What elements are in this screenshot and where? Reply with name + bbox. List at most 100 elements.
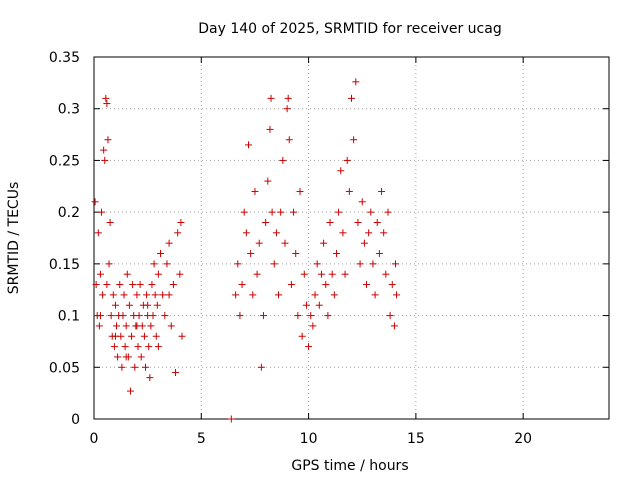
data-point (119, 312, 127, 320)
data-point (330, 291, 338, 299)
data-point (91, 198, 99, 206)
data-point (275, 291, 283, 299)
data-point (92, 281, 100, 289)
data-point (302, 301, 310, 309)
data-point (240, 208, 248, 216)
data-point (165, 291, 173, 299)
data-point (238, 281, 246, 289)
data-point (142, 363, 149, 371)
data-point (140, 332, 148, 340)
data-point (99, 291, 107, 299)
data-point (116, 281, 124, 289)
data-point (95, 322, 103, 330)
data-point (247, 250, 255, 258)
data-point (122, 353, 130, 361)
data-point (232, 291, 240, 299)
data-point (300, 270, 308, 278)
data-point (94, 229, 102, 237)
data-point (137, 353, 145, 361)
data-point (326, 218, 334, 226)
data-point (128, 332, 136, 340)
data-point (298, 332, 306, 340)
y-tick-label: 0.1 (58, 309, 80, 325)
data-point (320, 239, 328, 247)
data-point (146, 374, 154, 382)
data-point (149, 312, 157, 320)
data-point (266, 125, 274, 133)
data-point (337, 167, 345, 175)
x-tick-label: 5 (197, 431, 206, 447)
data-point (122, 322, 130, 330)
data-point (253, 270, 261, 278)
x-tick-label: 0 (90, 431, 99, 447)
data-point (284, 94, 292, 102)
data-point (107, 312, 115, 320)
data-point (363, 281, 371, 289)
data-point (104, 136, 112, 144)
data-point (176, 270, 184, 278)
data-point (391, 260, 399, 268)
data-point (268, 208, 276, 216)
data-point (98, 208, 106, 216)
data-point (134, 343, 142, 351)
data-point (283, 105, 291, 113)
data-point (125, 301, 133, 309)
data-point (375, 250, 383, 258)
data-point (102, 94, 110, 102)
data-point (365, 229, 373, 237)
data-point (154, 343, 162, 351)
data-point (236, 312, 244, 320)
data-point (367, 208, 375, 216)
data-point (133, 291, 141, 299)
y-tick-label: 0.2 (58, 205, 80, 221)
data-point (157, 250, 165, 258)
data-point (296, 187, 304, 195)
data-point (103, 100, 111, 108)
data-point (136, 281, 144, 289)
data-point (360, 239, 368, 247)
data-point (249, 291, 257, 299)
data-point (380, 229, 388, 237)
data-point (151, 291, 159, 299)
data-point (111, 332, 119, 340)
data-point (352, 78, 360, 86)
x-tick-label: 10 (300, 431, 318, 447)
data-point (161, 312, 169, 320)
data-point (143, 291, 151, 299)
data-point (270, 260, 278, 268)
data-point (110, 343, 118, 351)
data-point (145, 343, 153, 351)
data-point (292, 250, 300, 258)
data-point (111, 301, 119, 309)
data-point (178, 332, 186, 340)
data-point (129, 281, 137, 289)
data-point (305, 343, 313, 351)
data-point (106, 218, 114, 226)
y-tick-label: 0.35 (49, 50, 80, 66)
data-point (153, 301, 161, 309)
x-tick-label: 20 (514, 431, 532, 447)
data-point (163, 260, 171, 268)
data-point (109, 291, 117, 299)
data-point (285, 136, 293, 144)
data-point (177, 218, 185, 226)
data-point (114, 353, 122, 361)
data-point (390, 322, 398, 330)
data-point (272, 229, 280, 237)
data-point (322, 281, 330, 289)
x-tick-label: 15 (407, 431, 425, 447)
axis-ticks: 0 5 10 15 20 0 0.05 0.1 0.15 0.2 0.25 0.3 0.35 (49, 50, 609, 447)
data-point (118, 363, 126, 371)
data-point (311, 291, 319, 299)
plot-frame (93, 56, 610, 420)
data-point (345, 187, 353, 195)
data-point (382, 270, 390, 278)
data-point (120, 291, 128, 299)
data-point (356, 260, 364, 268)
data-point (358, 198, 366, 206)
data-point (103, 281, 111, 289)
data-point (371, 291, 379, 299)
y-tick-label: 0.3 (58, 102, 80, 118)
data-point (131, 363, 139, 371)
